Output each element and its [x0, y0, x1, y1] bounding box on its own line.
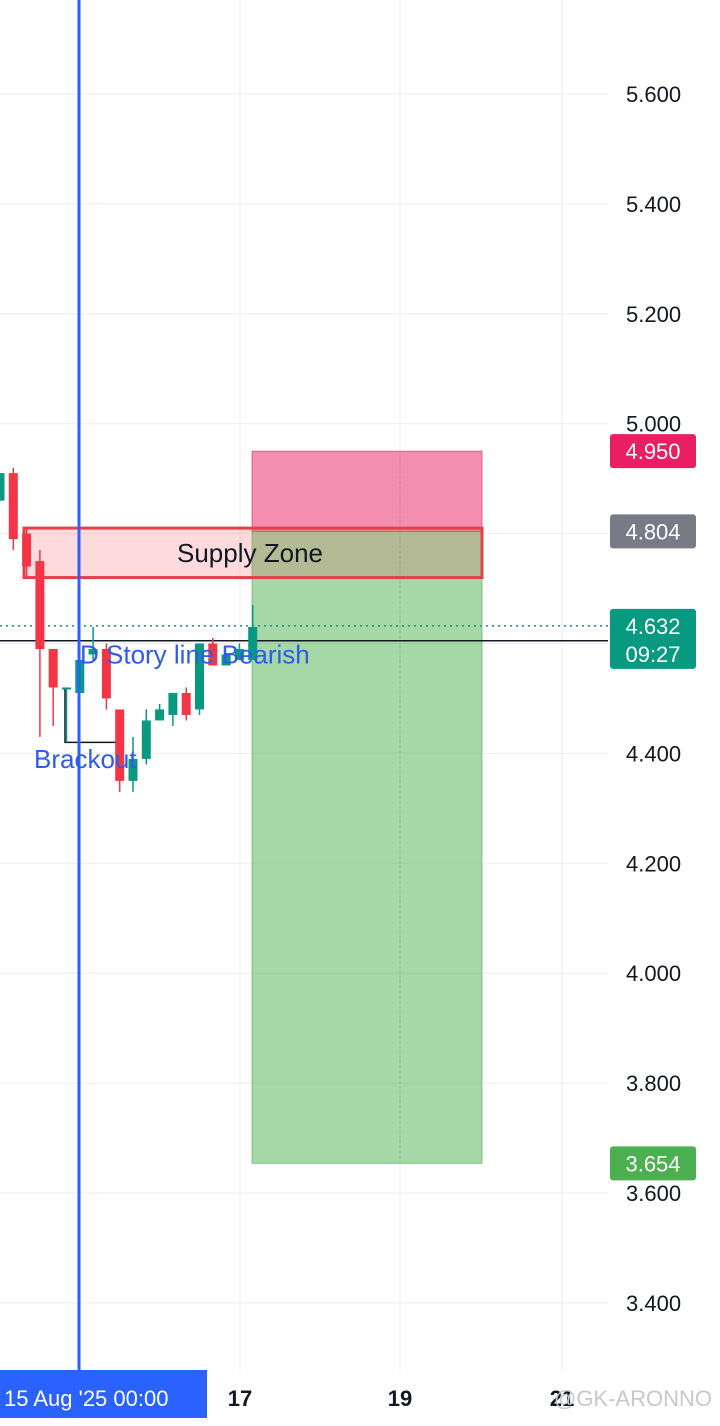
entry-price-tag-text: 4.804 — [625, 519, 680, 544]
time-tick-label: 21 — [550, 1386, 574, 1411]
candle — [101, 643, 111, 710]
candle — [8, 467, 18, 551]
candle-body — [248, 627, 258, 660]
price-tick-label: 4.200 — [626, 851, 681, 876]
candle — [62, 687, 71, 743]
current-price-tag-text: 4.632 — [625, 614, 680, 639]
target-price-tag-bg — [610, 1146, 696, 1181]
stop-loss-area[interactable] — [251, 450, 483, 532]
price-tick-label: 4.000 — [626, 961, 681, 986]
stop-price-tag-bg — [610, 434, 696, 469]
price-axis[interactable]: 5.600 5.400 5.200 5.000 4.400 4.200 4.000 3.800… — [608, 0, 720, 1370]
candle-body — [181, 692, 191, 715]
candle-body — [0, 473, 5, 501]
selected-time-bg — [0, 1370, 207, 1418]
target-price-tag-text: 3.654 — [625, 1151, 680, 1176]
current-price-tag-bg — [610, 608, 696, 669]
watermark: @GK-ARONNO — [554, 1386, 712, 1411]
candle-body — [115, 709, 125, 781]
candle-body — [8, 473, 18, 540]
candle — [48, 648, 58, 726]
price-tick-label: 3.600 — [626, 1181, 681, 1206]
price-tags: 4.950 4.804 4.632 09:27 3.654 — [610, 434, 696, 1181]
time-tick-label: 17 — [228, 1386, 252, 1411]
take-profit-area[interactable] — [251, 530, 483, 1164]
candle — [128, 736, 138, 792]
candle-body — [101, 648, 111, 699]
price-tick-label: 3.800 — [626, 1071, 681, 1096]
candle-body — [141, 720, 151, 759]
candle — [248, 605, 258, 660]
story-line-annotation[interactable]: D Story line Bearish — [80, 639, 310, 669]
price-tick-label: 4.400 — [626, 741, 681, 766]
candle — [141, 709, 151, 765]
candle-body — [221, 654, 231, 666]
breakout-marker-line — [64, 687, 116, 744]
candle-body — [22, 533, 32, 567]
candle — [234, 643, 244, 660]
time-tick-label: 19 — [388, 1386, 412, 1411]
candle — [221, 654, 231, 666]
candle — [88, 627, 98, 660]
candle-body — [62, 687, 71, 690]
entry-price-tag-bg — [610, 514, 696, 549]
price-tick-label: 3.400 — [626, 1291, 681, 1316]
current-price-tag-countdown: 09:27 — [625, 642, 680, 667]
price-tick-label: 5.200 — [626, 302, 681, 327]
price-tick-label: 5.400 — [626, 192, 681, 217]
candle — [0, 473, 5, 501]
stop-price-tag-text: 4.950 — [625, 439, 680, 464]
price-tick-label: 5.600 — [626, 82, 681, 107]
candle-body — [48, 648, 58, 688]
candle-body — [208, 643, 218, 666]
candle — [22, 528, 32, 578]
candle-body — [128, 758, 138, 781]
breakout-annotation[interactable]: Brackout — [34, 744, 137, 774]
supply-zone-rect[interactable] — [22, 526, 484, 580]
candle — [155, 703, 165, 721]
candle-body — [168, 692, 178, 715]
candle-body — [155, 709, 165, 721]
candle — [195, 643, 204, 715]
candle — [181, 687, 191, 721]
supply-zone[interactable]: Supply Zone — [22, 526, 484, 580]
candle — [35, 550, 45, 737]
candle-body — [88, 648, 98, 655]
price-tick-label: 5.000 — [626, 412, 681, 437]
candle-body — [35, 561, 45, 649]
selected-time-label: 15 Aug '25 00:00 — [4, 1386, 168, 1411]
short-position-tool[interactable] — [251, 450, 483, 1164]
candle — [168, 692, 178, 726]
candle-body — [195, 643, 204, 710]
candle — [115, 709, 125, 792]
price-axis-bg — [608, 0, 720, 1370]
time-axis[interactable]: 15 Aug '25 00:00 17 19 21 — [0, 1370, 720, 1426]
candle-body — [234, 648, 244, 660]
candle — [208, 638, 218, 666]
supply-zone-label: Supply Zone — [177, 538, 323, 568]
